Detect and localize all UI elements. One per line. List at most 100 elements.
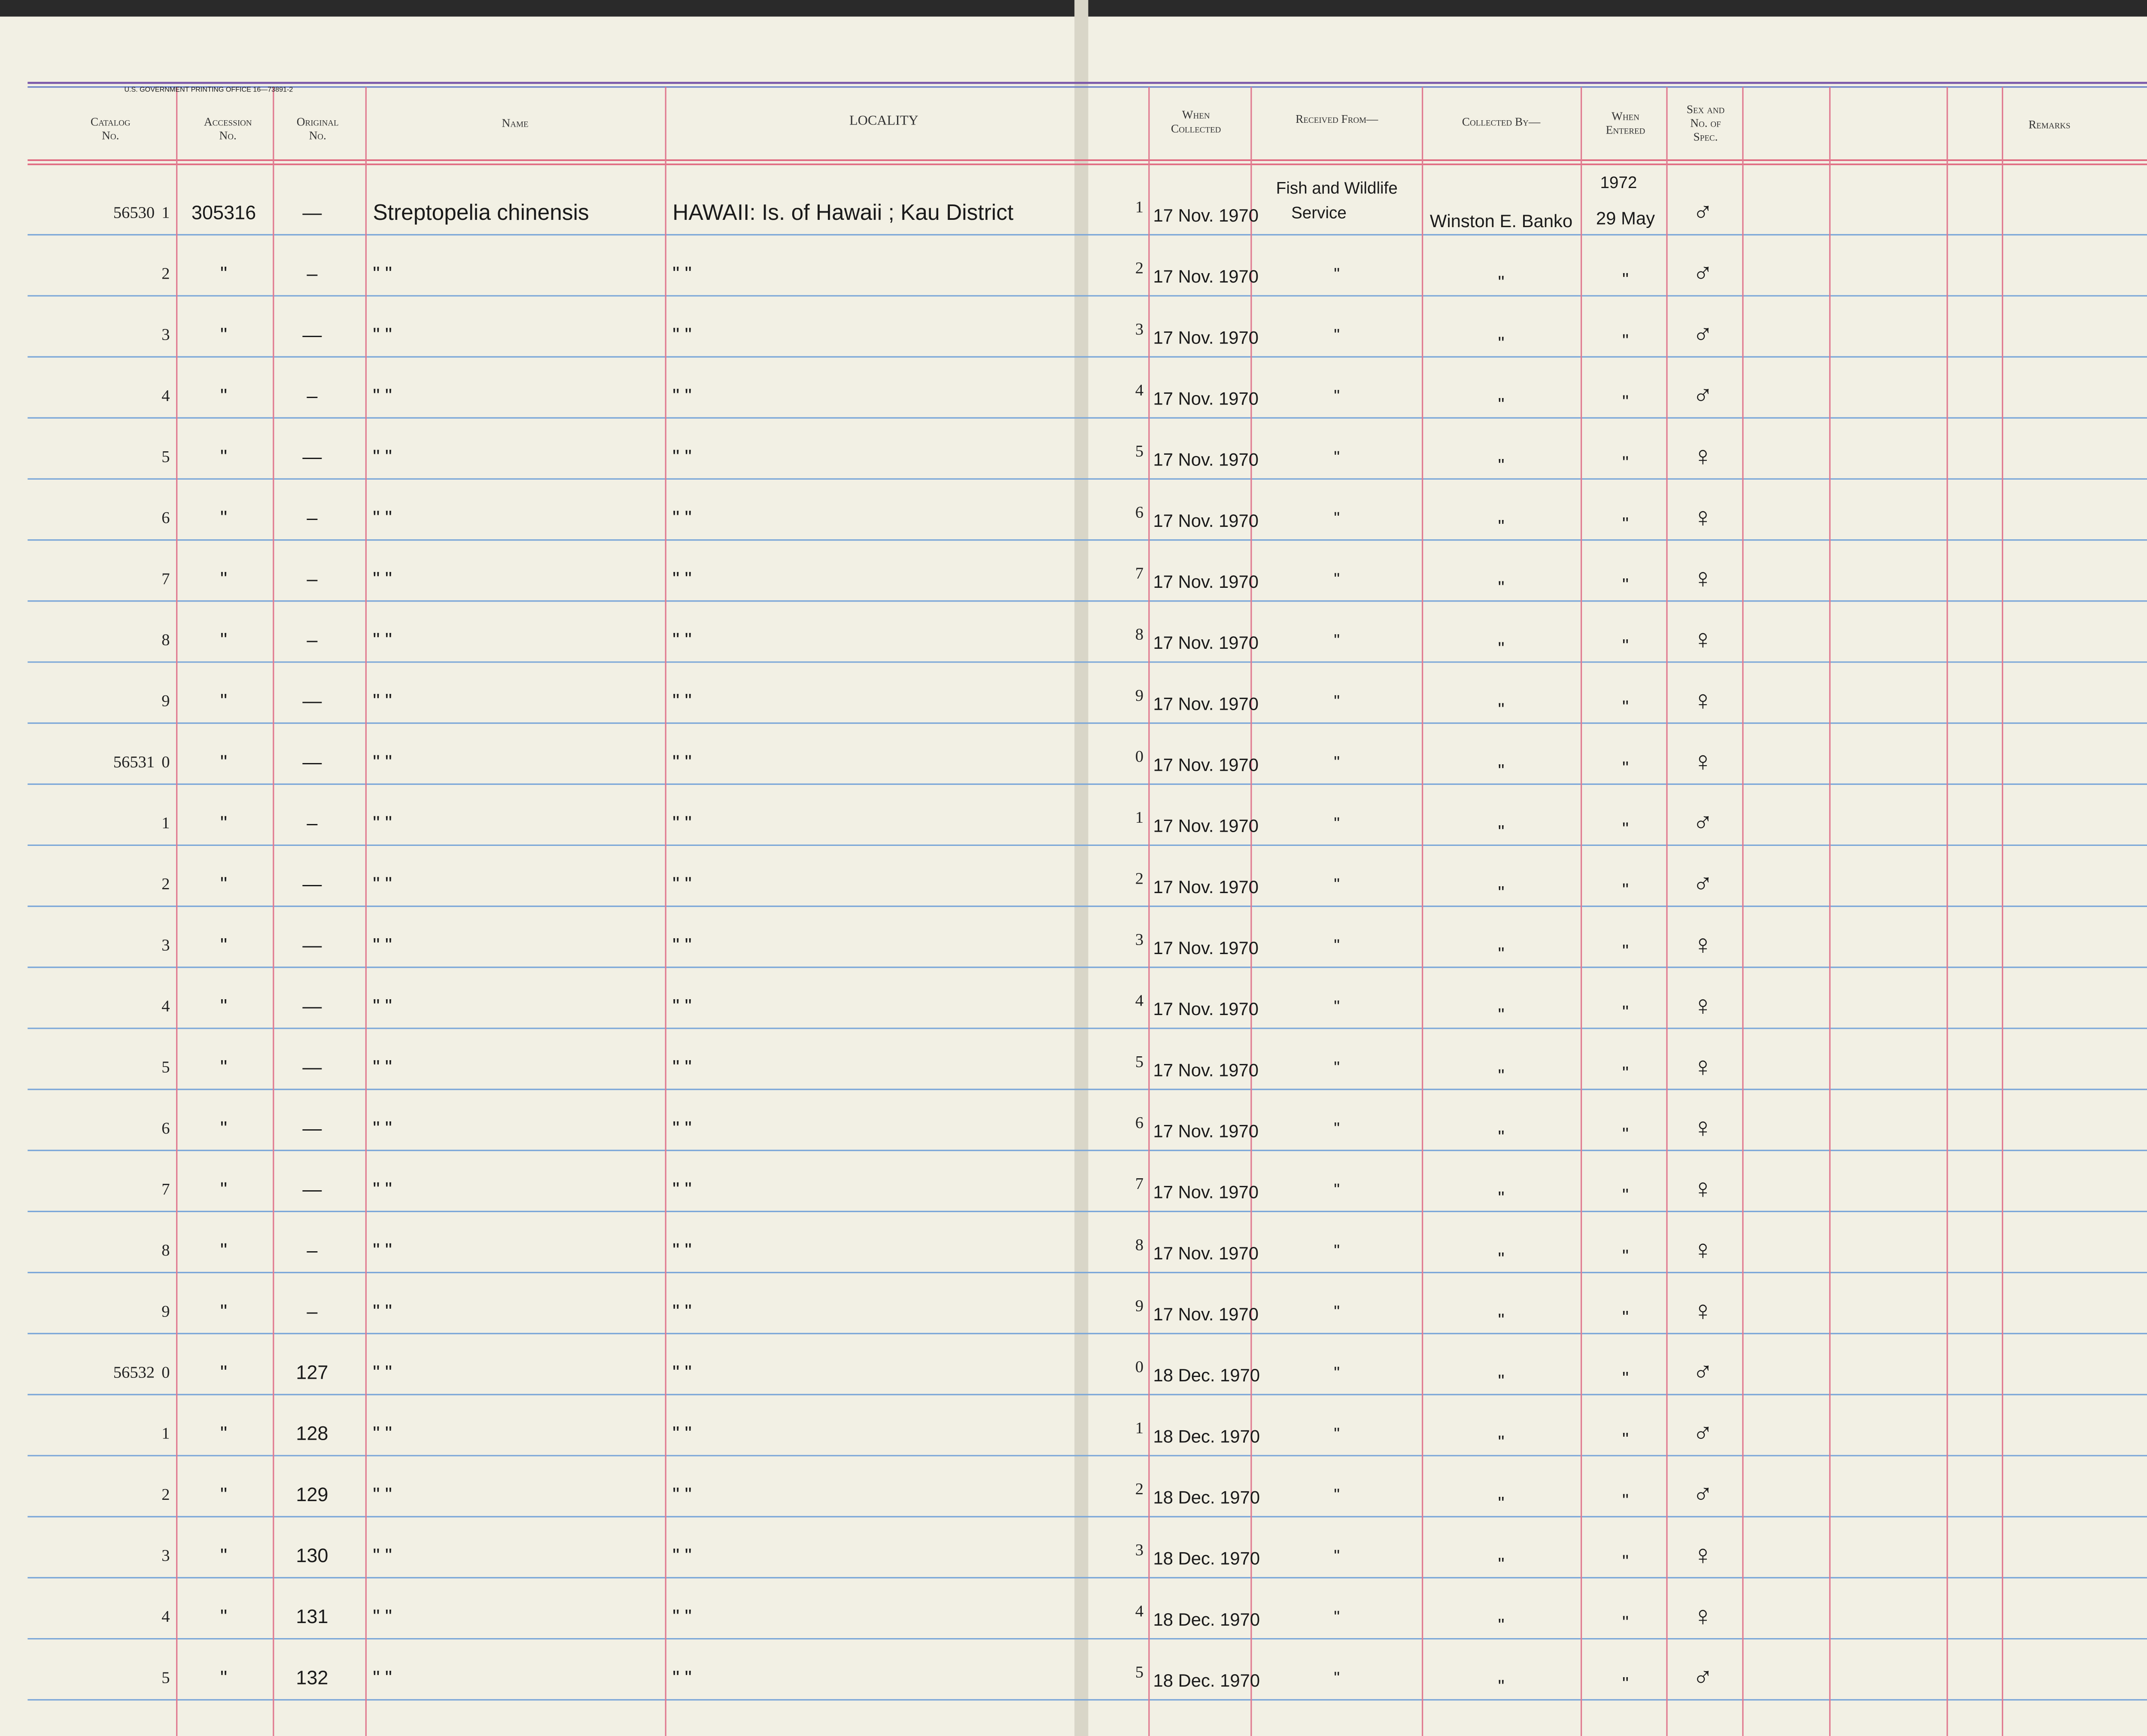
cell-received: " [1334,1058,1340,1077]
cell-collected: " [1498,638,1505,658]
cell-sex: ♀ [1692,1234,1713,1265]
cell-entered: " [1622,940,1629,961]
cell-original: 129 [296,1484,328,1505]
cell-locality: " " [672,751,691,773]
cell-name: " " [373,629,392,651]
cell-name: " " [373,812,392,834]
cell-original: — [302,1056,322,1078]
cell-accession: " [220,873,227,895]
cell-name: " " [373,1178,392,1200]
cell-original: 131 [296,1605,328,1627]
cell-n: 4 [161,1608,170,1626]
cell-sex: ♂ [1692,258,1713,289]
cell-name: " " [373,446,392,468]
cell-original: — [302,690,322,712]
cell-entered: " [1622,1124,1629,1144]
cell-received: " [1334,692,1340,711]
cell-accession: " [220,1666,227,1688]
cell-locality: " " [672,1666,691,1688]
cell-date: 17 Nov. 1970 [1153,1243,1259,1263]
cell-d: 5 [1135,442,1143,460]
cell-sex: ♀ [1692,685,1713,716]
cell-accession: " [220,629,227,651]
cell-accession: " [220,812,227,834]
cell-d: 1 [1135,809,1143,827]
cell-name: " " [373,1423,392,1444]
cell-d: 1 [1135,198,1143,216]
cell-entered: " [1622,879,1629,900]
cell-original: – [307,629,318,651]
cell-entered: " [1622,269,1629,289]
cell-locality: " " [672,1362,691,1383]
cell-locality: " " [672,1056,691,1078]
cell-entered: " [1622,818,1629,839]
cell-entered: " [1622,513,1629,533]
header: Remarks [2028,118,2070,131]
cell-d: 5 [1135,1053,1143,1071]
cell-sex: ♀ [1692,1051,1713,1082]
cell-name: " " [373,324,392,346]
cell-n: 4 [161,387,170,405]
cell-accession: " [220,1484,227,1505]
cell-date: 18 Dec. 1970 [1153,1670,1260,1690]
header: Catalog No. [91,116,131,142]
cell-collected: " [1498,333,1505,353]
cell-locality: " " [672,1239,691,1261]
cell-date: 18 Dec. 1970 [1153,1548,1260,1569]
cell-d: 4 [1135,1602,1143,1620]
cell-d: 2 [1135,870,1143,888]
cell-n: 3 [161,1547,170,1565]
header: When Collected [1171,108,1221,135]
cell-locality: " " [672,812,691,834]
cell-collected: " [1498,1432,1505,1452]
cell-received: " [1334,1486,1340,1504]
cell-catalog: 56531 [113,753,155,771]
spine [1074,0,1089,1736]
cell-d: 3 [1135,1541,1143,1559]
cell-original: — [302,995,322,1017]
cell-received: " [1334,1242,1340,1260]
cell-d: 1 [1135,1419,1143,1437]
cell-received: " [1334,387,1340,405]
cell-accession: " [220,1056,227,1078]
cell-original: — [302,1117,322,1139]
cell-original: 130 [296,1544,328,1566]
cell-entered: " [1622,1490,1629,1510]
cell-sex: ♀ [1692,1600,1713,1631]
cell-date: 17 Nov. 1970 [1153,205,1259,225]
cell-accession: " [220,1117,227,1139]
header: Original No. [297,116,339,142]
cell-collected: " [1498,577,1505,597]
cell-sex: ♂ [1692,319,1713,350]
cell-entered: " [1622,1368,1629,1388]
cell-collected: " [1498,394,1505,414]
cell-received: " [1334,1425,1340,1443]
cell-name: " " [373,1362,392,1383]
cell-accession: " [220,1178,227,1200]
cell-name: " " [373,995,392,1017]
cell-date: 18 Dec. 1970 [1153,1487,1260,1507]
cell-original: — [302,751,322,773]
cell-name: " " [373,1117,392,1139]
cell-d: 7 [1135,1175,1143,1193]
cell-collected: Winston E. Banko [1430,211,1572,231]
cell-sex: ♂ [1692,380,1713,410]
cell-n: 4 [161,997,170,1015]
cell-locality: " " [672,1605,691,1627]
cell-name: " " [373,873,392,895]
cell-entered: " [1622,1246,1629,1266]
cell-entered: " [1622,1185,1629,1205]
cell-collected: " [1498,760,1505,780]
cell-catalog: 56530 [113,204,155,222]
cell-accession: " [220,751,227,773]
cell-entered: " [1622,1063,1629,1083]
cell-n: 1 [161,814,170,832]
cell-date: 17 Nov. 1970 [1153,450,1259,470]
cell-received: Fish and Wildlife [1276,179,1398,198]
cell-original: 128 [296,1423,328,1444]
cell-n: 0 [161,753,170,771]
cell-date: 17 Nov. 1970 [1153,1060,1259,1080]
cell-entered: " [1622,330,1629,350]
